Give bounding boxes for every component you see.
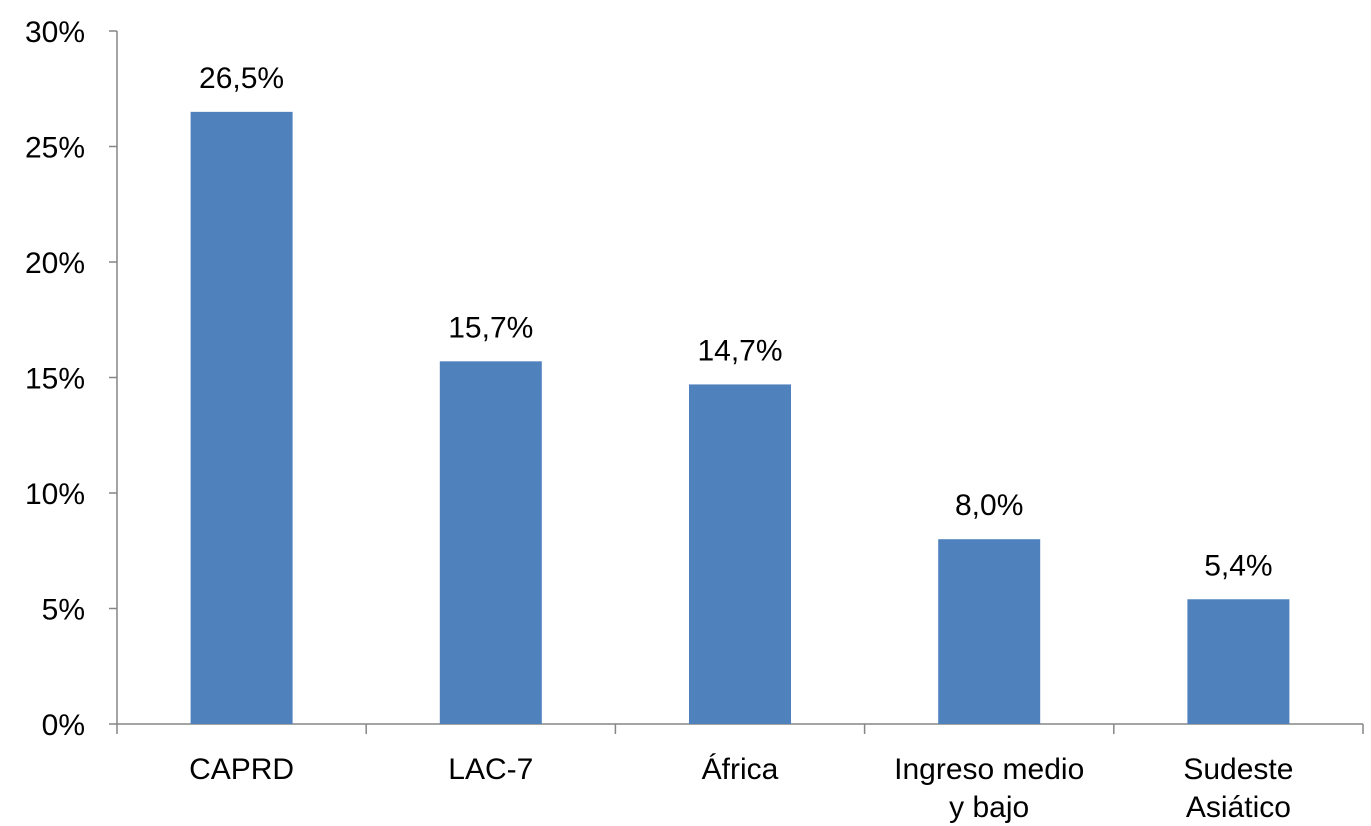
bar bbox=[689, 384, 791, 724]
bar bbox=[440, 361, 542, 724]
x-category-label: y bajo bbox=[949, 791, 1029, 824]
bar bbox=[191, 112, 293, 724]
data-label: 15,7% bbox=[448, 311, 533, 344]
y-tick-label: 10% bbox=[25, 478, 85, 511]
x-category-label: CAPRD bbox=[189, 753, 294, 786]
y-tick-label: 30% bbox=[25, 16, 85, 49]
x-category-label: LAC-7 bbox=[448, 753, 533, 786]
x-category-label: Sudeste bbox=[1183, 753, 1293, 786]
x-category-label: África bbox=[702, 753, 779, 786]
data-label: 5,4% bbox=[1204, 549, 1272, 582]
data-label: 26,5% bbox=[199, 62, 284, 95]
y-tick-label: 0% bbox=[42, 709, 85, 742]
bars-layer bbox=[191, 112, 1290, 724]
y-tick-label: 15% bbox=[25, 363, 85, 396]
x-category-label: Asiático bbox=[1186, 791, 1291, 824]
data-label: 14,7% bbox=[697, 334, 782, 367]
y-tick-label: 20% bbox=[25, 247, 85, 280]
bar bbox=[1187, 599, 1289, 724]
x-category-label: Ingreso medio bbox=[894, 753, 1084, 786]
y-tick-label: 5% bbox=[42, 594, 85, 627]
data-label: 8,0% bbox=[955, 489, 1023, 522]
bar bbox=[938, 539, 1040, 724]
y-tick-label: 25% bbox=[25, 132, 85, 165]
